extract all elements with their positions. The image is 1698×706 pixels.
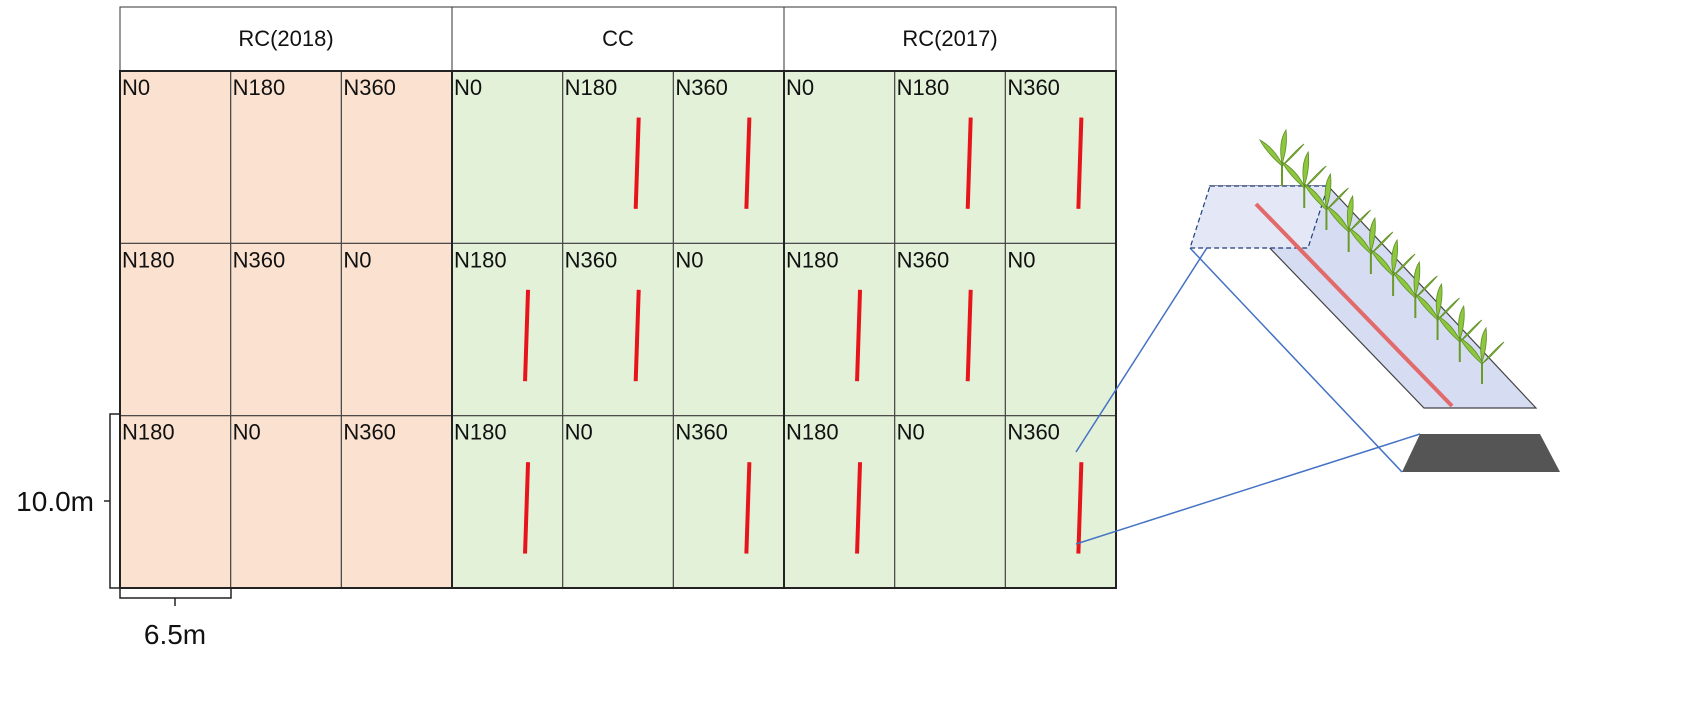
height-bracket (109, 413, 120, 589)
header-label-cc: CC (602, 26, 634, 51)
ridge-plane-dashed-end (1189, 185, 1329, 249)
block-outlines (119, 70, 1117, 589)
sensor-line (633, 289, 641, 382)
plot-label: N360 (1007, 75, 1060, 100)
seedling (1370, 238, 1416, 296)
soil-bed (1402, 434, 1560, 472)
plot-label: N0 (786, 75, 814, 100)
plot-label: N180 (786, 247, 839, 272)
plot-cell: N360 (230, 242, 342, 417)
plot-label: N180 (122, 420, 175, 445)
plot-label: N180 (122, 247, 175, 272)
connector-line-slope (1189, 247, 1403, 473)
header-box-rc2017 (783, 6, 1117, 72)
plot-cell: N360 (1004, 70, 1117, 244)
plot-label: N0 (1007, 247, 1035, 272)
block-rc2018 (120, 71, 452, 588)
header-box-rc2018 (119, 6, 453, 72)
plot-cell: N360 (672, 415, 785, 589)
plot-cell: N180 (562, 70, 674, 244)
plot-label: N360 (233, 247, 286, 272)
sensor-line (965, 289, 973, 382)
block-outline-rc2017 (783, 70, 1117, 589)
plot-cell: N180 (783, 415, 896, 589)
sensor-line (855, 462, 863, 554)
plot-cell: N360 (562, 242, 674, 417)
sensor-line (744, 117, 752, 209)
sensor-line (523, 289, 531, 382)
block-rc2017 (784, 71, 1116, 588)
width-dimension: 6.5m (119, 588, 232, 650)
plot-label: N360 (897, 247, 950, 272)
header-box-cc (451, 6, 785, 72)
width-bracket (119, 588, 232, 599)
treatment-blocks (120, 71, 1116, 588)
seedling (1281, 150, 1327, 208)
plot-label: N360 (675, 75, 728, 100)
plot-label: N0 (454, 75, 482, 100)
buried-drip-line (1254, 202, 1454, 408)
ridge-illustration (1075, 128, 1560, 545)
plot-label: N0 (122, 75, 150, 100)
connector-line-bottom (1075, 433, 1421, 545)
plot-label: N180 (454, 420, 507, 445)
plot-label: N180 (565, 75, 618, 100)
plot-label: N0 (343, 247, 371, 272)
plot-label: N180 (897, 75, 950, 100)
sensor-line (633, 117, 641, 209)
seedling (1325, 194, 1371, 252)
width-dimension-label: 6.5m (144, 619, 206, 650)
treatment-headers: RC(2018) CC RC(2017) (119, 6, 1117, 72)
plot-label: N360 (675, 420, 728, 445)
sensor-line (744, 462, 752, 554)
header-label-rc2017: RC(2017) (902, 26, 997, 51)
sensor-line (523, 462, 531, 554)
seedling (1303, 172, 1349, 230)
seedling (1459, 326, 1505, 384)
height-dimension: 10.0m (16, 413, 120, 589)
plot-label: N0 (675, 247, 703, 272)
sensor-line (1076, 462, 1084, 554)
plot-label: N0 (565, 420, 593, 445)
plot-label: N360 (343, 420, 396, 445)
seedling (1414, 282, 1460, 340)
seedling (1347, 216, 1394, 274)
plot-label: N180 (454, 247, 507, 272)
sensor-line (855, 289, 863, 382)
seedling-row (1259, 128, 1505, 384)
plot-label: N180 (233, 75, 286, 100)
plot-label: N360 (1007, 420, 1060, 445)
seedling (1436, 304, 1483, 362)
plot-label: N180 (786, 420, 839, 445)
seedling (1259, 128, 1305, 186)
sensor-line (965, 117, 973, 209)
block-cc (452, 71, 784, 588)
plot-label: N360 (343, 75, 396, 100)
plot-label: N0 (233, 420, 261, 445)
sensor-line (1076, 117, 1084, 209)
seedling (1392, 260, 1438, 318)
plot-label: N0 (897, 420, 925, 445)
height-dimension-label: 10.0m (16, 486, 94, 517)
plot-label: N360 (565, 247, 618, 272)
header-label-rc2018: RC(2018) (238, 26, 333, 51)
